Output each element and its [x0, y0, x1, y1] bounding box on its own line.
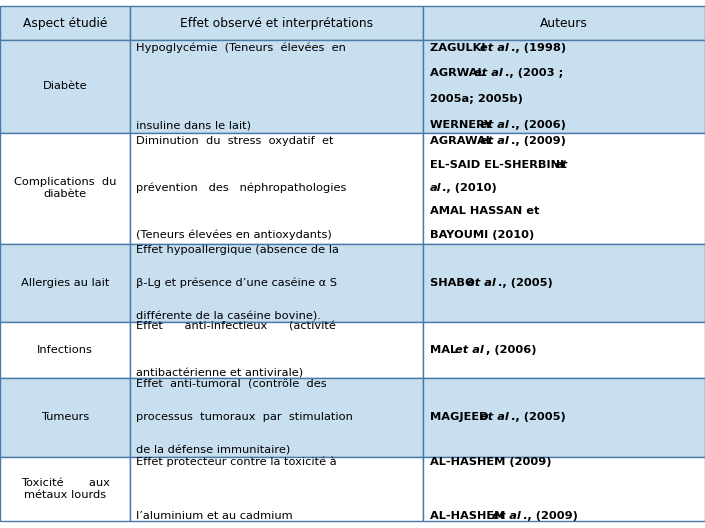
Text: et al: et al: [474, 69, 503, 79]
Text: ., (2006): ., (2006): [511, 120, 566, 130]
Text: Toxicité       aux
métaux lourds: Toxicité aux métaux lourds: [20, 478, 110, 500]
Bar: [423, 323, 705, 378]
Text: Hypoglycémie  (Teneurs  élevées  en: Hypoglycémie (Teneurs élevées en: [136, 42, 346, 53]
Text: AL-HASHEM: AL-HASHEM: [430, 511, 510, 521]
Text: Diabète: Diabète: [43, 81, 87, 91]
Text: Effet protecteur contre la toxicité à: Effet protecteur contre la toxicité à: [136, 457, 337, 467]
Text: de la défense immunitaire): de la défense immunitaire): [136, 446, 290, 456]
Bar: [130, 243, 423, 323]
Text: ., (2005): ., (2005): [511, 412, 565, 422]
Text: WERNERY: WERNERY: [430, 120, 496, 130]
Bar: [0, 378, 130, 457]
Text: al: al: [430, 183, 441, 193]
Bar: [130, 40, 423, 133]
Text: ., (2010): ., (2010): [443, 183, 497, 193]
Text: Complications  du
diabète: Complications du diabète: [14, 177, 116, 199]
Bar: [0, 133, 130, 243]
Text: MAGJEED: MAGJEED: [430, 412, 493, 422]
Text: Effet hypoallergique (absence de la: Effet hypoallergique (absence de la: [136, 245, 339, 255]
Text: ., (2009): ., (2009): [523, 511, 578, 521]
Text: AGRWAL: AGRWAL: [430, 69, 489, 79]
Text: (Teneurs élevées en antioxydants): (Teneurs élevées en antioxydants): [136, 230, 332, 240]
Bar: [130, 378, 423, 457]
Text: insuline dans le lait): insuline dans le lait): [136, 120, 251, 130]
Bar: [423, 378, 705, 457]
Text: ., (2005): ., (2005): [498, 278, 553, 288]
Text: l’aluminium et au cadmium: l’aluminium et au cadmium: [136, 511, 293, 521]
Bar: [130, 323, 423, 378]
Bar: [0, 40, 130, 133]
Text: et al: et al: [480, 136, 508, 146]
Text: AMAL HASSAN et: AMAL HASSAN et: [430, 206, 539, 216]
Text: Infections: Infections: [37, 345, 93, 355]
Text: Allergies au lait: Allergies au lait: [21, 278, 109, 288]
Bar: [423, 133, 705, 243]
Text: antibactérienne et antivirale): antibactérienne et antivirale): [136, 369, 303, 379]
Text: prévention   des   néphropathologies: prévention des néphropathologies: [136, 183, 346, 193]
Bar: [130, 133, 423, 243]
Bar: [0, 457, 130, 521]
Text: et al: et al: [467, 278, 496, 288]
Text: Effet      anti-infectieux      (activité: Effet anti-infectieux (activité: [136, 322, 336, 332]
Text: AGRAWAL: AGRAWAL: [430, 136, 497, 146]
Text: processus  tumoraux  par  stimulation: processus tumoraux par stimulation: [136, 412, 353, 422]
Text: EL-SAID EL-SHERBINI: EL-SAID EL-SHERBINI: [430, 160, 568, 169]
Text: et al: et al: [455, 345, 484, 355]
Text: ., (1998): ., (1998): [511, 43, 566, 53]
Text: BAYOUMI (2010): BAYOUMI (2010): [430, 230, 534, 240]
Text: MAL: MAL: [430, 345, 461, 355]
Bar: [0, 6, 130, 40]
Bar: [423, 6, 705, 40]
Text: Diminution  du  stress  oxydatif  et: Diminution du stress oxydatif et: [136, 136, 333, 146]
Text: différente de la caséine bovine).: différente de la caséine bovine).: [136, 311, 321, 321]
Text: 2005a; 2005b): 2005a; 2005b): [430, 95, 523, 105]
Bar: [0, 243, 130, 323]
Bar: [130, 6, 423, 40]
Text: Auteurs: Auteurs: [540, 17, 588, 30]
Bar: [0, 323, 130, 378]
Text: , (2006): , (2006): [486, 345, 537, 355]
Text: SHABO: SHABO: [430, 278, 479, 288]
Bar: [130, 457, 423, 521]
Text: AL-HASHEM (2009): AL-HASHEM (2009): [430, 457, 551, 467]
Bar: [423, 40, 705, 133]
Text: Tumeurs: Tumeurs: [41, 412, 90, 422]
Bar: [423, 457, 705, 521]
Text: Effet  anti-tumoral  (contrôle  des: Effet anti-tumoral (contrôle des: [136, 379, 326, 389]
Text: β-Lg et présence d’une caséine α S: β-Lg et présence d’une caséine α S: [136, 278, 337, 288]
Text: et al: et al: [492, 511, 521, 521]
Text: ZAGULKI: ZAGULKI: [430, 43, 489, 53]
Bar: [423, 243, 705, 323]
Text: Aspect étudié: Aspect étudié: [23, 17, 107, 30]
Text: et al: et al: [480, 43, 508, 53]
Text: ., (2003 ;: ., (2003 ;: [505, 69, 563, 79]
Text: et al: et al: [480, 412, 508, 422]
Text: et: et: [554, 160, 568, 169]
Text: Effet observé et interprétations: Effet observé et interprétations: [180, 17, 373, 30]
Text: et al: et al: [480, 120, 508, 130]
Text: ., (2009): ., (2009): [511, 136, 566, 146]
